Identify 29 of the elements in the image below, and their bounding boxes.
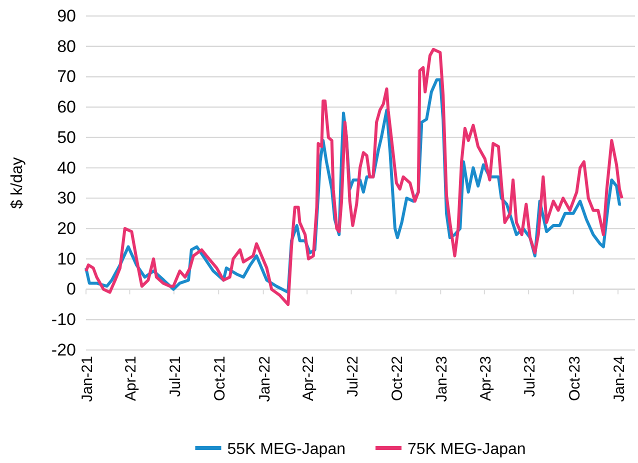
- y-axis-title: $ k/day: [9, 157, 26, 209]
- x-tick-label: Jan-22: [256, 356, 274, 402]
- y-tick-label: 50: [57, 128, 76, 147]
- x-tick-label: Apr-21: [122, 356, 140, 402]
- x-tick-label: Jul-22: [344, 356, 362, 397]
- y-tick-label: 0: [66, 280, 76, 299]
- y-tick-label: 40: [57, 158, 76, 178]
- y-tick-label: 10: [57, 249, 76, 268]
- y-tick-label: -10: [51, 310, 76, 330]
- y-tick-label: 90: [57, 6, 76, 26]
- x-tick-label: Jul-21: [166, 356, 184, 397]
- x-tick-label: Jan-23: [434, 356, 451, 402]
- line-series: [84, 48, 624, 306]
- y-tick-label: 70: [57, 67, 76, 86]
- y-tick-label: -20: [51, 340, 76, 360]
- y-tick-label: 60: [57, 98, 76, 117]
- x-tick-label: Apr-23: [477, 356, 494, 402]
- x-tick-label: Oct-23: [566, 356, 584, 402]
- y-tick-label: 20: [57, 218, 76, 238]
- x-tick-label: Jan-24: [610, 356, 628, 402]
- x-tick-label: Oct-21: [212, 356, 229, 402]
- x-tick-label: Jul-23: [522, 356, 539, 397]
- legend-label: 75K MEG-Japan: [408, 441, 526, 458]
- x-tick-label: Jan-21: [79, 356, 96, 402]
- y-tick-label: 80: [57, 36, 76, 56]
- y-tick-label: 30: [57, 188, 76, 208]
- legend-label: 55K MEG-Japan: [227, 441, 346, 458]
- x-tick-label: Oct-22: [388, 356, 406, 402]
- x-tick-label: Apr-22: [300, 356, 318, 402]
